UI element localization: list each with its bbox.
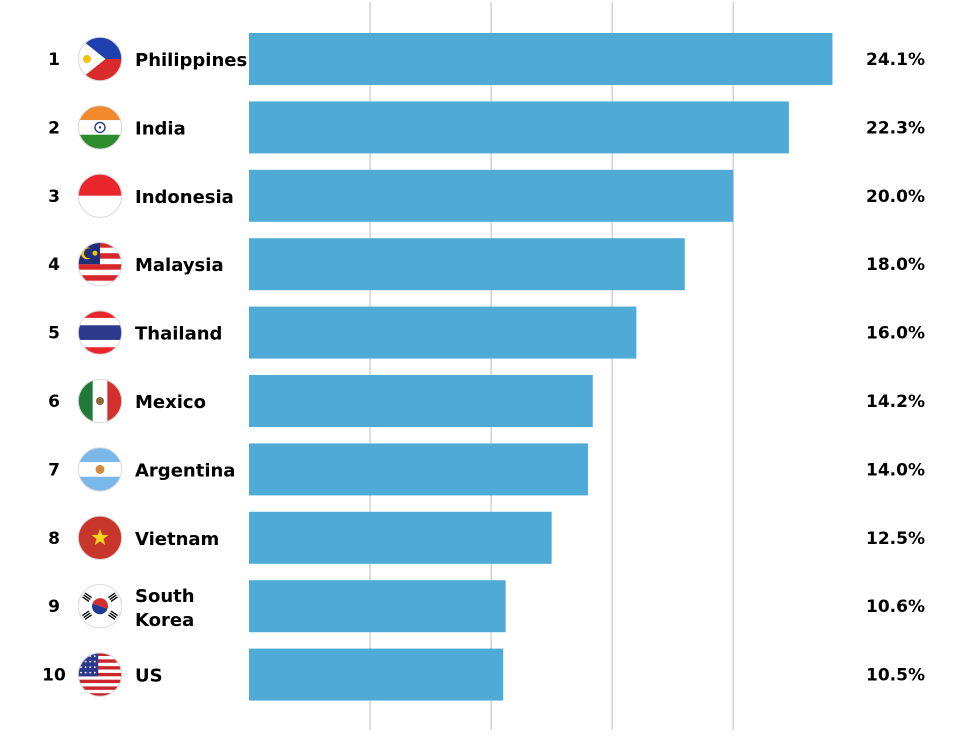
bar — [249, 443, 588, 496]
rank-label: 7 — [48, 460, 60, 480]
rank-label: 1 — [48, 50, 60, 70]
vietnam-flag-icon — [78, 515, 122, 560]
value-label: 10.5% — [866, 666, 925, 686]
rank-label: 3 — [48, 187, 60, 207]
bar — [249, 511, 552, 564]
bar — [249, 648, 504, 701]
bar — [249, 238, 685, 291]
category-label: Indonesia — [135, 187, 234, 208]
rank-label: 4 — [48, 255, 60, 275]
bar — [249, 306, 637, 359]
value-label: 24.1% — [866, 50, 925, 70]
rank-label: 5 — [48, 324, 60, 344]
bar — [249, 580, 506, 633]
bars — [249, 33, 833, 701]
value-label: 18.0% — [866, 255, 925, 275]
us-flag-icon — [78, 652, 122, 697]
bar — [249, 33, 833, 85]
category-label: South Korea — [135, 586, 195, 631]
category-label: Thailand — [135, 324, 222, 345]
indonesia-flag-icon — [78, 173, 122, 218]
rank-label: 10 — [42, 666, 66, 686]
bar — [249, 375, 593, 427]
value-label: 10.6% — [866, 597, 925, 617]
thailand-flag-icon — [78, 310, 122, 355]
rank-label: 2 — [48, 118, 60, 138]
bar — [249, 101, 789, 154]
value-label: 14.0% — [866, 460, 925, 480]
category-label: Philippines — [135, 50, 247, 71]
category-label: Argentina — [135, 460, 235, 481]
value-label: 14.2% — [866, 392, 925, 412]
bar — [249, 169, 734, 222]
value-label: 12.5% — [866, 529, 925, 549]
philippines-flag-icon — [78, 37, 122, 81]
category-label: India — [135, 118, 186, 139]
rank-label: 8 — [48, 529, 60, 549]
category-label: Malaysia — [135, 255, 224, 276]
category-label: Vietnam — [135, 529, 219, 550]
rank-label: 9 — [48, 597, 60, 617]
labels: 1 Philippines 24.1% 2 India 22.3% 3 Indonesia 20… — [42, 50, 925, 687]
rank-label: 6 — [48, 392, 60, 412]
value-label: 22.3% — [866, 118, 925, 138]
category-label: Mexico — [135, 392, 206, 413]
category-label: US — [135, 666, 163, 687]
south-korea-flag-icon — [78, 584, 122, 629]
flags — [77, 36, 123, 697]
value-label: 20.0% — [866, 187, 925, 207]
value-label: 16.0% — [866, 324, 925, 344]
